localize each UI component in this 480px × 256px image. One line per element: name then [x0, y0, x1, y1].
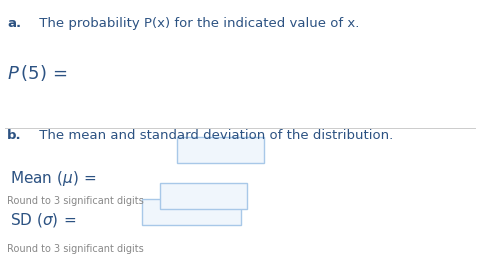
Text: Mean $(\mu)\,=$: Mean $(\mu)\,=$ [10, 169, 96, 188]
FancyBboxPatch shape [160, 183, 247, 209]
Text: Round to 3 significant digits: Round to 3 significant digits [7, 244, 144, 254]
Text: b.: b. [7, 129, 22, 142]
Text: $P\,(5)\,=$: $P\,(5)\,=$ [7, 63, 68, 83]
FancyBboxPatch shape [142, 199, 241, 225]
Text: Round to 3 significant digits: Round to 3 significant digits [7, 196, 144, 206]
Text: The mean and standard deviation of the distribution.: The mean and standard deviation of the d… [35, 129, 393, 142]
Text: The probability P(x) for the indicated value of x.: The probability P(x) for the indicated v… [35, 17, 359, 30]
Text: a.: a. [7, 17, 21, 30]
FancyBboxPatch shape [177, 137, 264, 163]
Text: SD $(\sigma)\,=$: SD $(\sigma)\,=$ [10, 211, 76, 229]
